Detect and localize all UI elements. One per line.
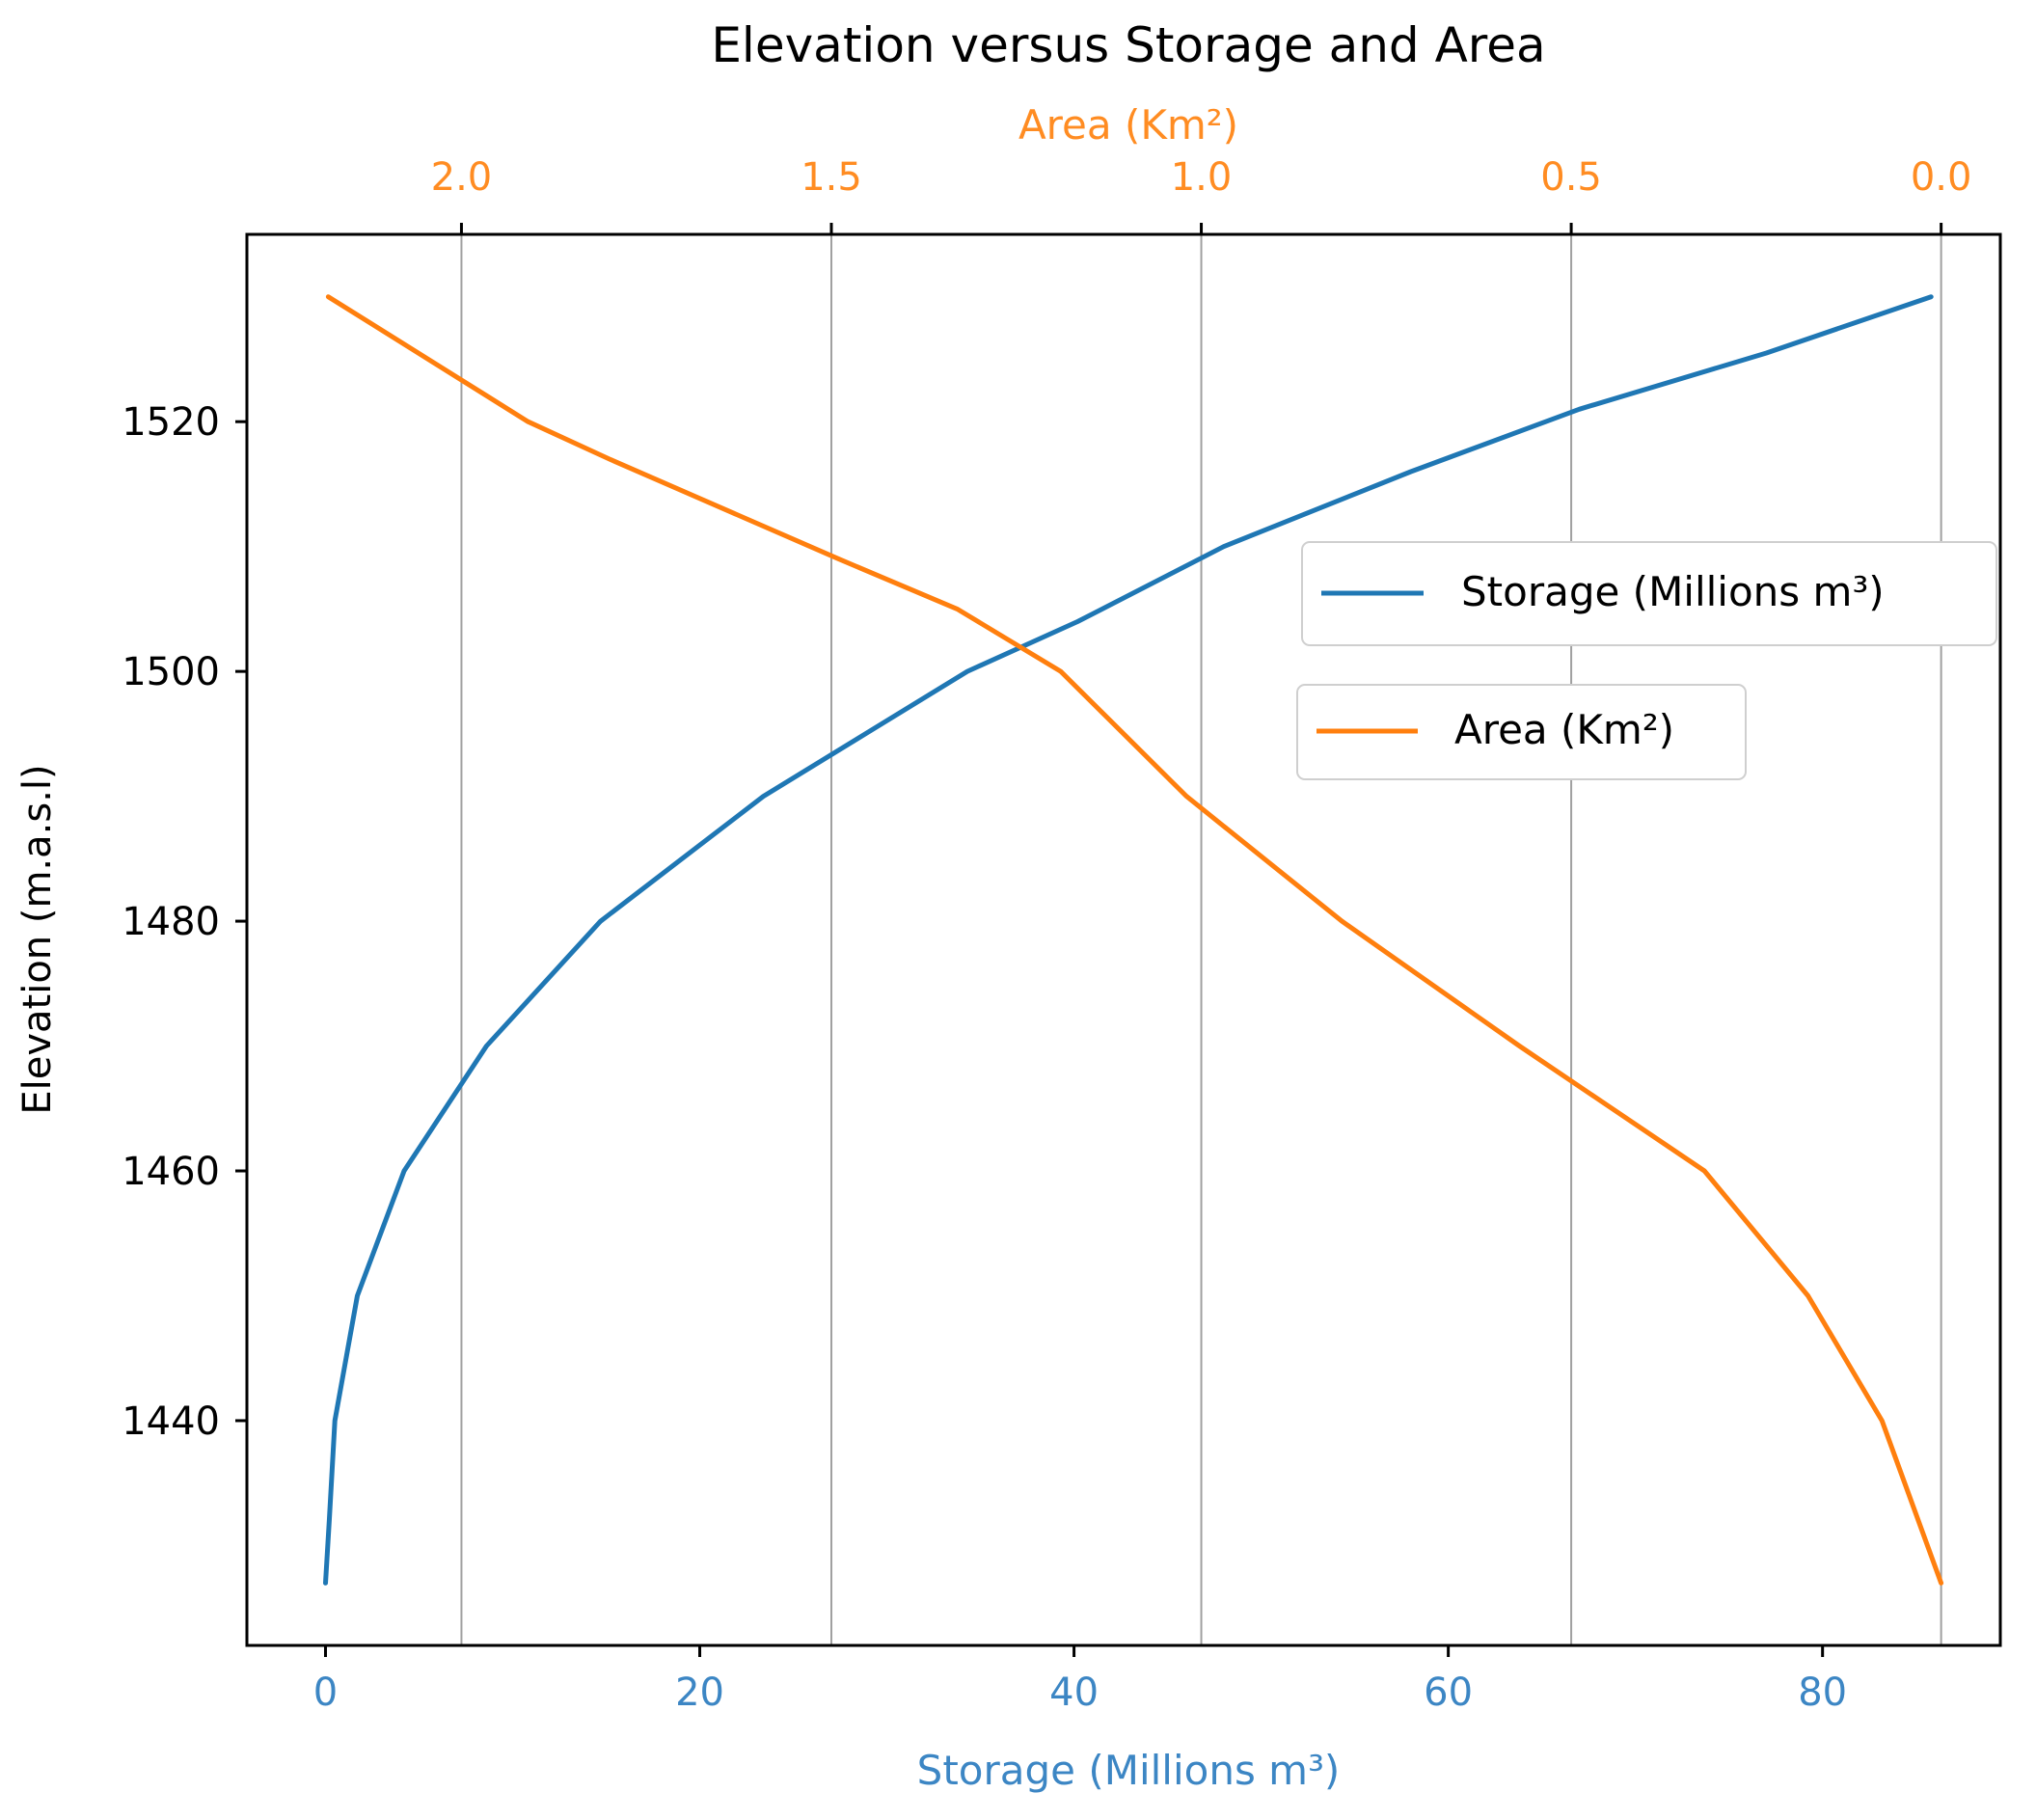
bottom-tick-label: 40 bbox=[1049, 1671, 1099, 1715]
legend-storage-label: Storage (Millions m³) bbox=[1461, 568, 1885, 615]
legend-area: Area (Km²) bbox=[1296, 684, 1747, 780]
top-tick-label: 0.0 bbox=[1911, 155, 1972, 200]
y-axis-label: Elevation (m.a.s.l) bbox=[15, 764, 60, 1114]
bottom-axis-label: Storage (Millions m³) bbox=[917, 1747, 1341, 1794]
y-tick-label: 1440 bbox=[122, 1399, 220, 1444]
bottom-tick-label: 60 bbox=[1424, 1671, 1473, 1715]
legend-storage: Storage (Millions m³) bbox=[1301, 541, 1997, 646]
y-tick-label: 1520 bbox=[122, 400, 220, 445]
area-line bbox=[325, 294, 1944, 1586]
y-tick-label: 1460 bbox=[122, 1150, 220, 1194]
series-lines bbox=[323, 294, 1944, 1586]
legend-area-label: Area (Km²) bbox=[1454, 706, 1674, 753]
top-axis-ticks: 2.0 1.5 1.0 0.5 0.0 bbox=[431, 155, 1972, 234]
y-tick-label: 1500 bbox=[122, 650, 220, 694]
bottom-tick-label: 80 bbox=[1798, 1671, 1847, 1715]
gridlines bbox=[460, 234, 1942, 1645]
top-tick-label: 1.0 bbox=[1171, 155, 1233, 200]
top-axis-label: Area (Km²) bbox=[1018, 101, 1238, 149]
top-tick-label: 1.5 bbox=[801, 155, 862, 200]
bottom-tick-label: 0 bbox=[313, 1671, 338, 1715]
y-axis-ticks: 1440 1460 1480 1500 1520 bbox=[122, 400, 247, 1444]
chart-title: Elevation versus Storage and Area bbox=[711, 17, 1545, 73]
y-tick-label: 1480 bbox=[122, 900, 220, 944]
storage-line bbox=[323, 294, 1934, 1586]
bottom-tick-label: 20 bbox=[675, 1671, 724, 1715]
top-tick-label: 2.0 bbox=[431, 155, 493, 200]
plot-area-frame bbox=[245, 232, 2002, 1647]
top-tick-label: 0.5 bbox=[1540, 155, 1602, 200]
bottom-axis-ticks: 0 20 40 60 80 bbox=[313, 1645, 1847, 1715]
